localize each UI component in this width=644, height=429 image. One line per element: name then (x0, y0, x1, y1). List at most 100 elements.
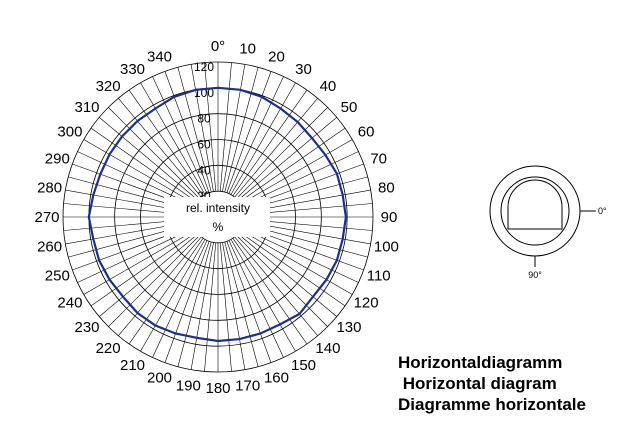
angle-labels: 0° 10 203040506070809010011012013014015016… (34, 38, 398, 397)
grid-spoke (152, 76, 208, 194)
grid-spoke (219, 242, 232, 372)
angle-label-110: 110 (367, 267, 391, 284)
angle-label-60: 60 (358, 124, 375, 141)
orientation-inset: 0° 90° (489, 165, 607, 280)
grid-spoke (241, 151, 359, 207)
angle-label-320: 320 (96, 78, 121, 95)
series-layer (87, 86, 348, 343)
grid-spoke (108, 235, 200, 327)
angle-label-130: 130 (336, 319, 361, 336)
grid-spoke (226, 71, 272, 193)
center-label-line2: % (213, 220, 224, 234)
caption-line-fr: Diagramme horizontale (398, 395, 586, 414)
grid-spoke (226, 241, 272, 363)
series-line-0 (87, 86, 348, 343)
grid-spoke (230, 82, 296, 195)
angle-label-290: 290 (45, 151, 70, 168)
angle-label-140: 140 (315, 340, 340, 357)
grid-spoke (77, 227, 195, 283)
angle-label-100: 100 (374, 239, 399, 256)
grid-spoke (177, 241, 212, 367)
angle-label-200: 200 (147, 370, 172, 387)
grid-spoke (177, 67, 212, 193)
grid-spoke (204, 62, 217, 192)
angle-label-90: 90 (381, 209, 398, 226)
grid-spoke (238, 127, 346, 203)
grid-spoke (236, 107, 328, 199)
angle-label-260: 260 (37, 239, 62, 256)
angle-label-70: 70 (370, 151, 387, 168)
angle-label-40: 40 (320, 78, 337, 95)
angle-label-330: 330 (120, 61, 145, 78)
center-label-background (164, 197, 270, 237)
angle-label-50: 50 (341, 99, 358, 116)
caption: Horizontaldiagramm Horizontal diagram Di… (398, 352, 586, 415)
grid-spoke (99, 233, 199, 317)
grid-spoke (234, 98, 318, 198)
center-label-line1: rel. intensity (186, 201, 250, 215)
angle-label-250: 250 (45, 267, 70, 284)
grid-spoke (236, 235, 328, 327)
grid-spoke (224, 241, 259, 367)
angle-label-230: 230 (74, 319, 99, 336)
grid-spoke (90, 127, 198, 203)
grid-spoke (222, 242, 246, 370)
grid-spoke (234, 236, 318, 336)
angle-label-210: 210 (120, 357, 145, 374)
grid-spoke (152, 240, 208, 358)
angle-label-10: 10 (239, 41, 256, 58)
angle-label-170: 170 (235, 377, 260, 394)
grid-spoke (77, 151, 195, 207)
grid-spoke (190, 64, 214, 192)
angle-label-310: 310 (74, 99, 99, 116)
inset-label-90: 90° (528, 270, 542, 280)
radial-label-40: 40 (197, 163, 211, 177)
angle-label-280: 280 (37, 179, 62, 196)
angle-label-120: 120 (354, 295, 379, 312)
radial-label-80: 80 (197, 112, 211, 126)
angle-label-80: 80 (378, 179, 395, 196)
angle-label-20: 20 (268, 48, 285, 65)
grid-spoke (108, 107, 200, 199)
angle-label-180: 180 (205, 380, 230, 397)
caption-line-en: Horizontal diagram (398, 374, 557, 393)
grid-spoke (240, 139, 353, 205)
angle-label-270: 270 (34, 209, 59, 226)
grid-spoke (128, 89, 204, 197)
grid-spoke (83, 229, 196, 295)
grid-spoke (219, 62, 232, 192)
grid-spoke (240, 229, 353, 295)
angle-label-190: 190 (176, 377, 201, 394)
grid-spoke (232, 89, 308, 197)
inset-lamp-shape (507, 179, 563, 230)
radial-label-60: 60 (197, 138, 211, 152)
caption-line-de: Horizontaldiagramm (398, 353, 563, 372)
grid-spoke (164, 71, 210, 193)
grid-spoke (238, 231, 346, 307)
grid-spoke (241, 227, 359, 283)
grid-spoke (118, 98, 202, 198)
grid-spoke (118, 236, 202, 336)
angle-label-150: 150 (291, 357, 316, 374)
grid-spoke (164, 241, 210, 363)
grid-spoke (228, 240, 284, 358)
angle-label-30: 30 (295, 61, 312, 78)
grid-spoke (204, 242, 217, 372)
grid-spoke (237, 233, 337, 317)
angle-label-160: 160 (264, 370, 289, 387)
grid-spoke (224, 67, 259, 193)
inset-inner-circle (500, 176, 570, 246)
grid-spoke (140, 82, 206, 195)
grid-spoke (230, 239, 296, 352)
angle-label-0: 0° (211, 38, 225, 55)
grid-spoke (232, 237, 308, 345)
angle-label-240: 240 (57, 295, 82, 312)
grid-spoke (128, 237, 204, 345)
grid-spoke (228, 76, 284, 194)
grid-spoke (222, 64, 246, 192)
grid-spoke (99, 117, 199, 201)
angle-label-300: 300 (57, 124, 82, 141)
grid-spoke (83, 139, 196, 205)
